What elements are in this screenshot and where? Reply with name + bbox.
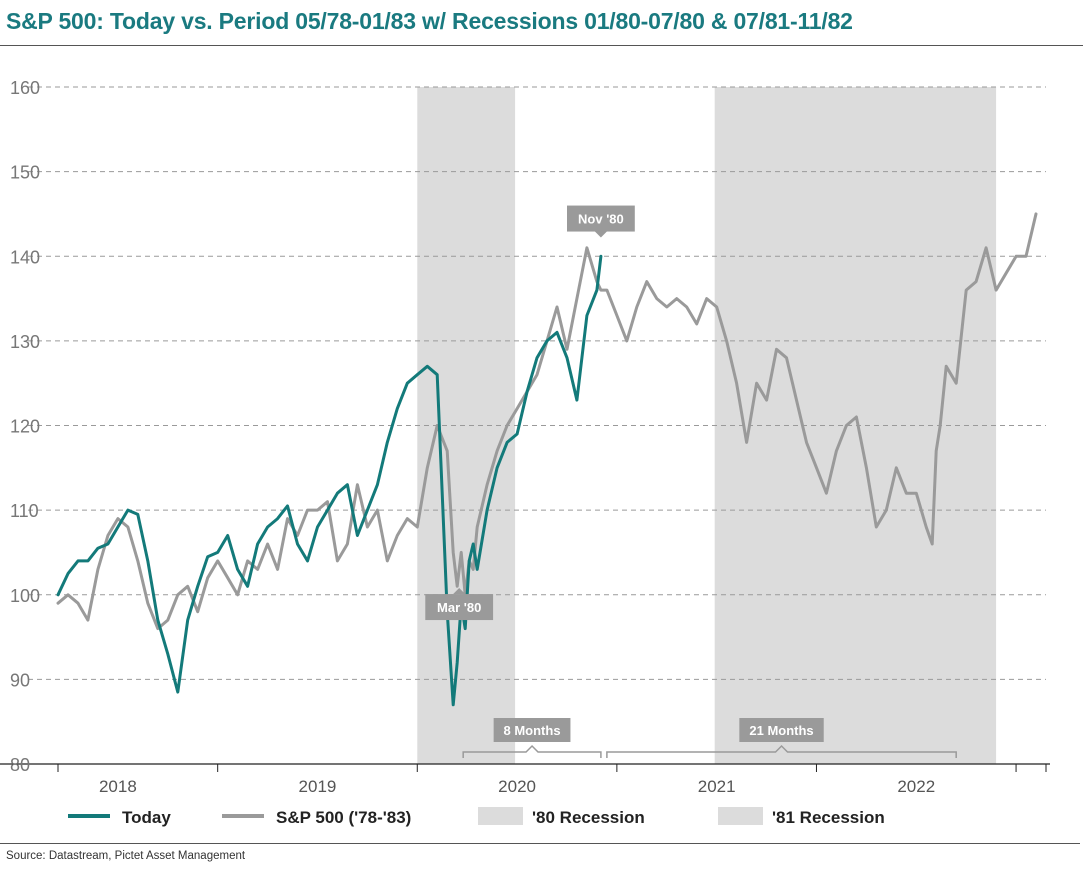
chart-title: S&P 500: Today vs. Period 05/78-01/83 w/… [6, 8, 853, 34]
legend-label-4: '81 Recession [772, 808, 885, 827]
y-tick-label-100: 100 [10, 586, 40, 606]
bracket-label-1: 8 Months [504, 723, 561, 738]
callout-pointer-2 [594, 231, 607, 238]
duration-brackets: 8 Months 21 Months [462, 718, 957, 758]
x-tick-label-2021: 2021 [698, 777, 736, 796]
y-tick-label-110: 110 [10, 501, 39, 521]
series-line-today [56, 254, 603, 707]
bracket-label-2: 21 Months [749, 723, 813, 738]
y-tick-label-80: 80 [10, 755, 30, 775]
series-lines [56, 212, 1038, 707]
gridlines [28, 86, 1046, 680]
bracket-2 [606, 744, 957, 758]
legend-swatch-4 [718, 807, 763, 825]
bracket-label-box-2 [739, 718, 824, 742]
bracket-1 [462, 744, 602, 758]
callout-label-2: Nov '80 [578, 212, 624, 227]
legend: Today S&P 500 ('78-'83) '80 Recession '81 R… [68, 807, 885, 827]
x-tick-label-2019: 2019 [299, 777, 337, 796]
x-tick-label-2018: 2018 [99, 777, 137, 796]
title-divider [0, 45, 1083, 46]
callout-pointer-1 [453, 588, 466, 595]
x-axis: 2018 2019 2020 2021 2022 [0, 763, 1050, 796]
y-tick-label-130: 130 [10, 332, 40, 352]
y-axis-tick-labels: 80 90 100 110 120 130 140 150 160 [10, 78, 40, 775]
x-tick-label-2020: 2020 [498, 777, 536, 796]
callout-box-2 [567, 205, 635, 232]
y-tick-label-90: 90 [10, 670, 30, 690]
y-tick-label-160: 160 [10, 78, 40, 98]
callout-box-1 [425, 594, 494, 621]
callouts: Mar '80 Nov '80 [425, 205, 635, 621]
y-tick-label-140: 140 [10, 247, 40, 267]
x-tick-label-2022: 2022 [897, 777, 935, 796]
y-tick-label-120: 120 [10, 417, 40, 437]
callout-label-1: Mar '80 [437, 600, 481, 615]
recession-band-2 [714, 87, 997, 764]
line-chart: 2018 2019 2020 2021 2022 80 90 100 110 120 130 140… [0, 78, 1050, 827]
legend-label-2: S&P 500 ('78-'83) [276, 808, 411, 827]
legend-swatch-3 [478, 807, 523, 825]
legend-label-3: '80 Recession [532, 808, 645, 827]
bracket-label-box-1 [493, 718, 571, 742]
footer-divider [0, 843, 1080, 844]
y-tick-label-150: 150 [10, 163, 40, 183]
source-note: Source: Datastream, Pictet Asset Managem… [6, 850, 246, 862]
legend-label-1: Today [122, 808, 171, 827]
